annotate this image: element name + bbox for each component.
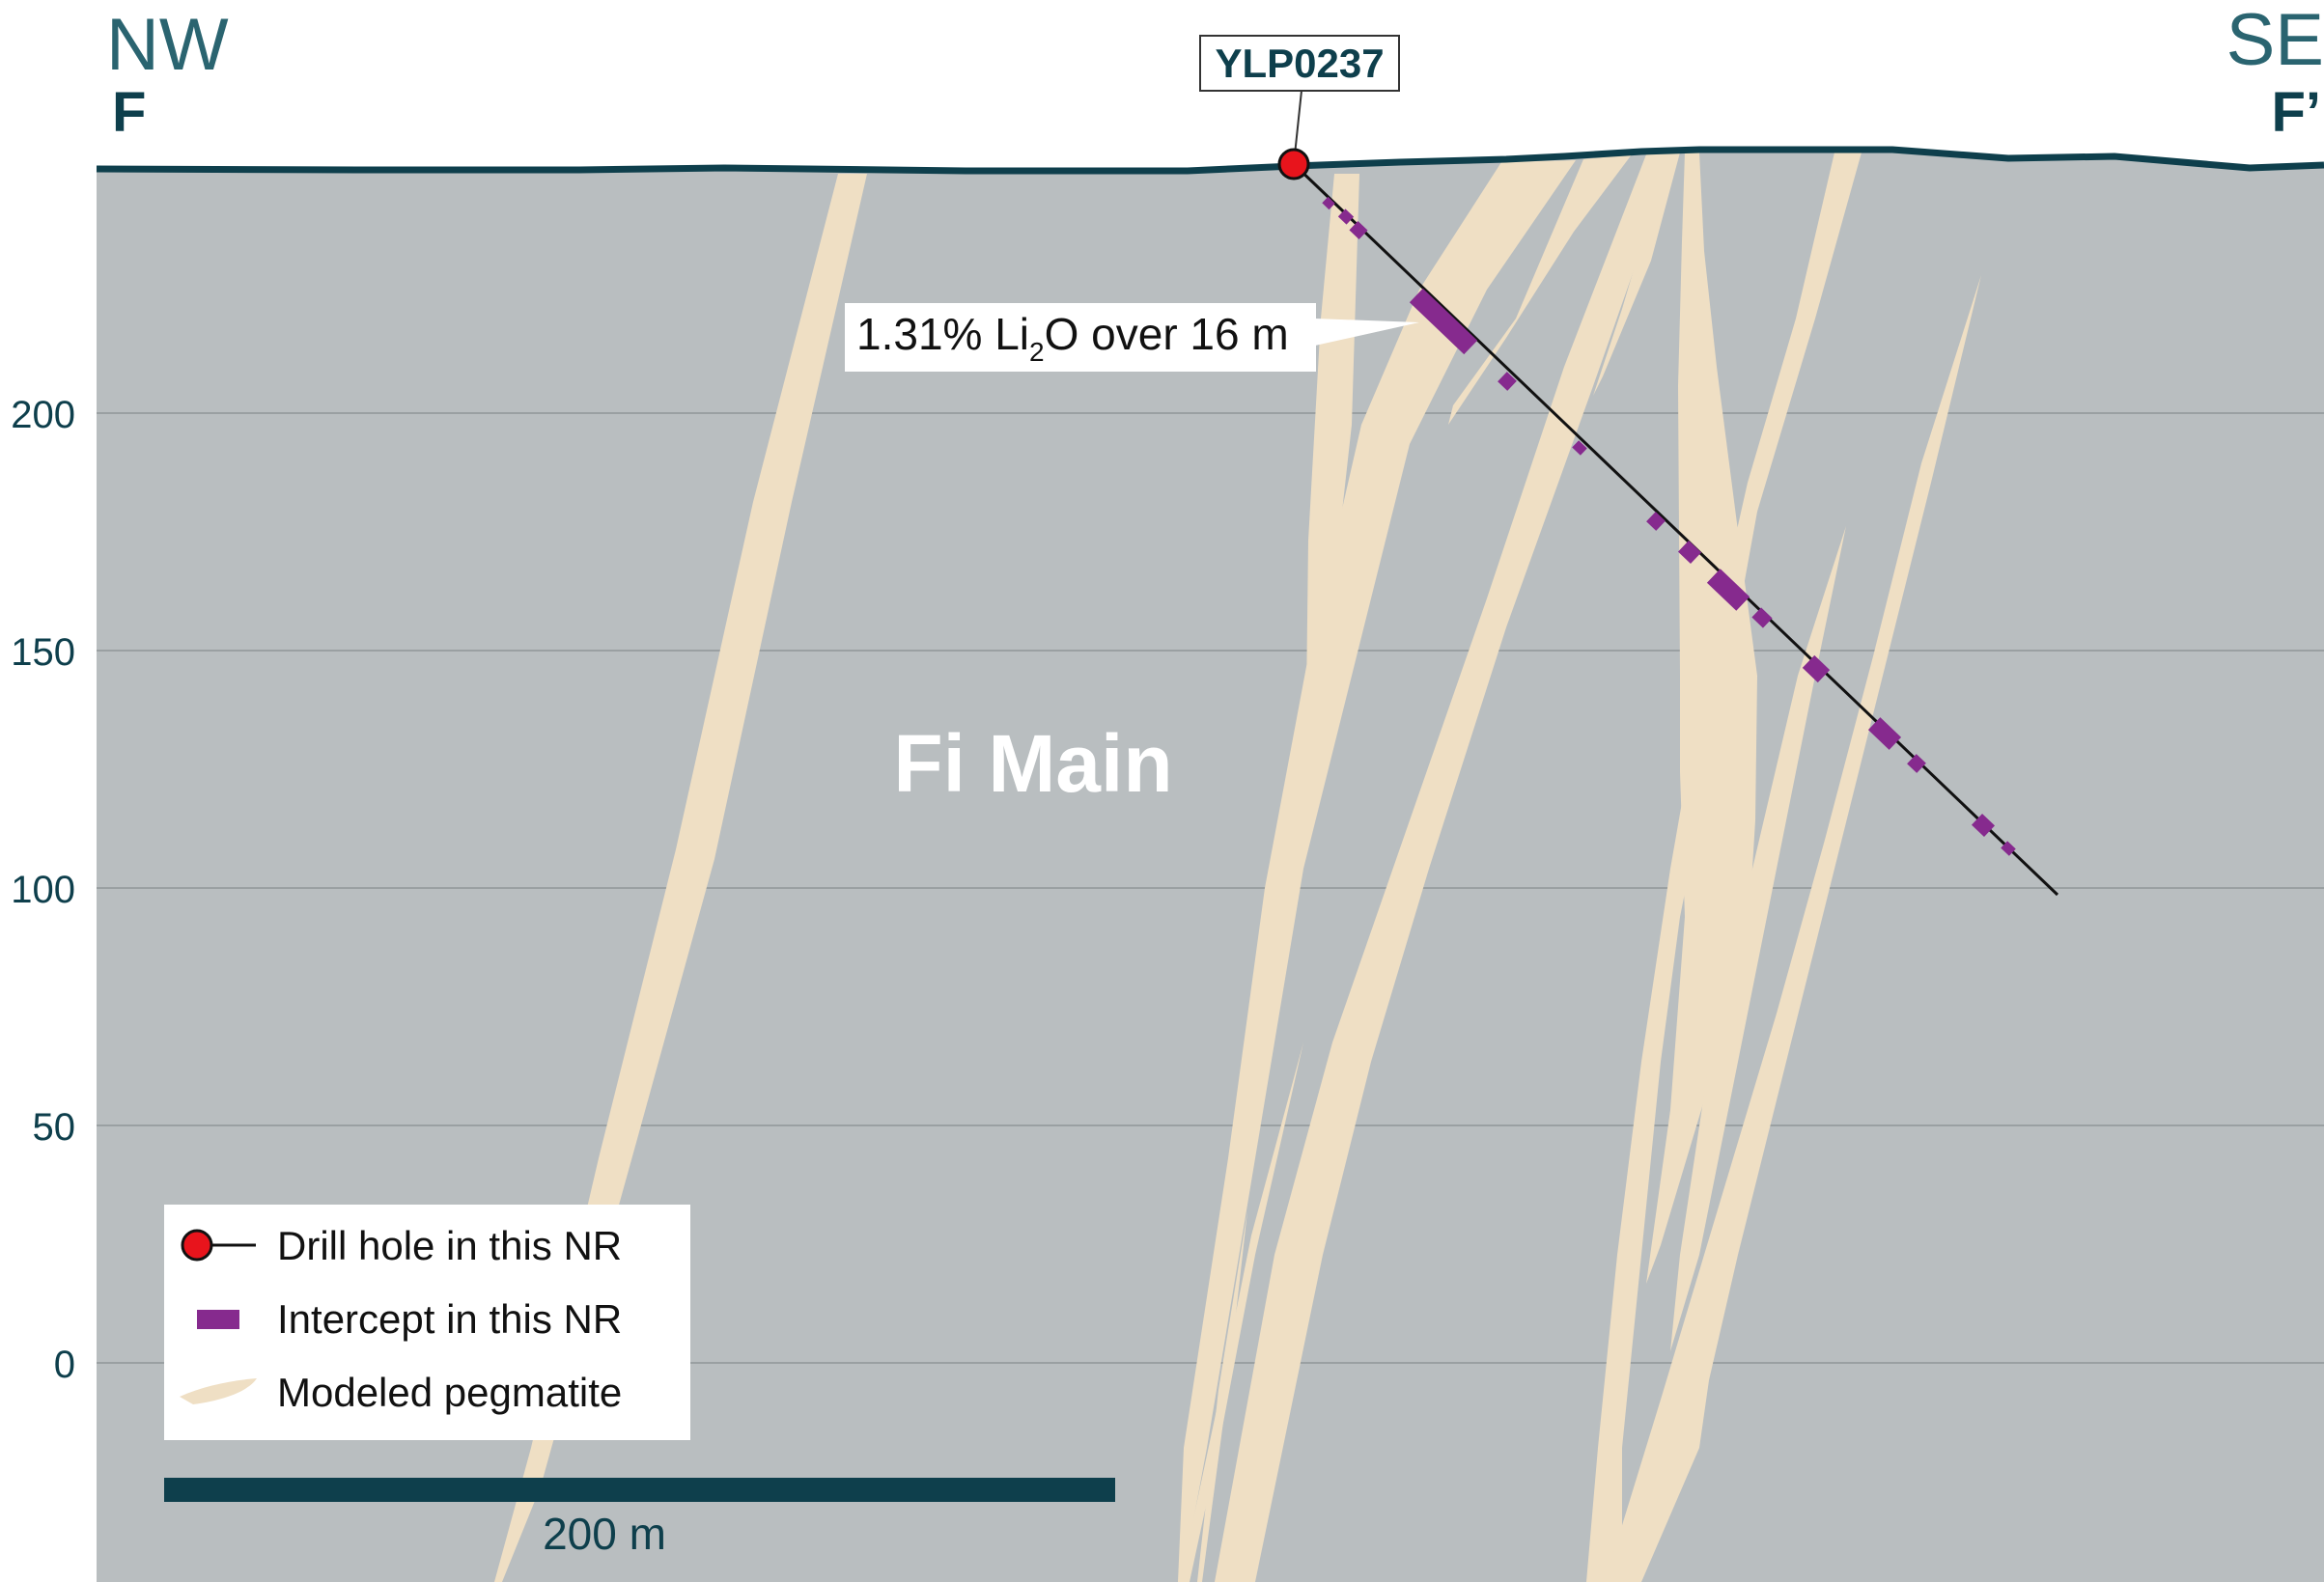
intercept	[1706, 569, 1750, 611]
callout-pointer	[1315, 319, 1419, 346]
pegmatite-dyke-east-thin	[1593, 153, 1680, 396]
unit-label: Fi Main	[893, 718, 1172, 809]
pegmatite-dyke-lower-west	[1180, 1042, 1303, 1582]
intercept-symbol	[197, 1310, 239, 1329]
scale-bar-label: 200 m	[543, 1509, 666, 1559]
legend-label-pegmatite: Modeled pegmatite	[277, 1370, 622, 1415]
hole-label-box	[1199, 35, 1400, 92]
intercept	[1572, 440, 1587, 456]
pegmatite-dyke-main	[1178, 160, 1576, 1582]
intercept	[1322, 196, 1335, 210]
section-letter-right: F’	[2271, 81, 2321, 144]
intercept	[1677, 540, 1702, 565]
intercept	[1349, 220, 1368, 240]
intercept	[1802, 654, 1831, 683]
intercepts	[1322, 196, 2016, 856]
pegmatite-symbol	[180, 1378, 257, 1404]
intercept	[1971, 813, 1996, 838]
drill-hole-trace	[1292, 162, 2059, 897]
elevation-tick-label: 50	[33, 1106, 76, 1149]
legend-label-intercept: Intercept in this NR	[277, 1296, 622, 1342]
scale-bar	[164, 1478, 1115, 1502]
pegmatite-dyke-east-lower	[1670, 526, 1846, 1351]
intercept	[1498, 372, 1517, 391]
intercept-highlight	[1409, 288, 1478, 355]
pegmatite-bodies	[494, 153, 1981, 1582]
intercept	[1646, 512, 1666, 531]
legend-label-drill-hole: Drill hole in this NR	[277, 1223, 622, 1268]
callout-box	[845, 303, 1316, 372]
pegmatite-dyke-far-east-2	[1605, 275, 1981, 1582]
pegmatite-dyke-far-east	[1586, 153, 1862, 1582]
elevation-tick-label: 100	[11, 869, 75, 911]
drill-collar-marker[interactable]	[1277, 148, 1310, 180]
intercept	[2001, 841, 2016, 856]
hole-id: YLP0237	[1215, 41, 1384, 86]
intercept	[1867, 717, 1902, 750]
section-letter-left: F	[112, 81, 146, 144]
drill-hole-symbol	[181, 1229, 213, 1262]
intercept	[1907, 754, 1926, 773]
intercept	[1751, 607, 1773, 628]
elevation-tick-label: 200	[11, 394, 75, 436]
legend: Drill hole in this NR Intercept in this …	[164, 1205, 690, 1440]
direction-se: SE	[2226, 0, 2324, 81]
pegmatite-dyke-central	[1215, 153, 1675, 1582]
elevation-labels: 200 150 100 50 0	[11, 394, 75, 1386]
callout-text: 1.31% Li2O over 16 m	[856, 309, 1289, 367]
topography-line	[96, 146, 2324, 175]
intercept	[1337, 208, 1355, 225]
elevation-tick-label: 0	[54, 1344, 75, 1386]
direction-nw: NW	[106, 4, 229, 86]
elevation-tick-label: 150	[11, 631, 75, 674]
